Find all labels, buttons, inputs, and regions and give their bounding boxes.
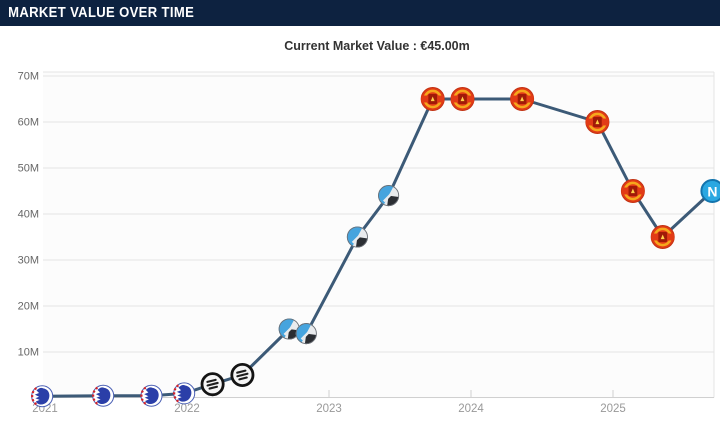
fc-copenhagen-badge[interactable] bbox=[140, 384, 163, 407]
y-axis-label: 70M bbox=[18, 71, 39, 83]
atalanta-badge[interactable] bbox=[292, 319, 317, 345]
man-united-badge[interactable] bbox=[450, 87, 475, 111]
x-axis-label: 2024 bbox=[458, 403, 484, 415]
x-axis-label: 2023 bbox=[316, 403, 342, 415]
sturm-graz-badge[interactable] bbox=[230, 362, 255, 388]
plot-area bbox=[43, 72, 714, 399]
current-market-value-label: Current Market Value : €45.00m bbox=[284, 39, 470, 53]
fc-copenhagen-badge[interactable] bbox=[31, 385, 54, 408]
fc-copenhagen-badge[interactable] bbox=[173, 382, 196, 405]
man-united-badge[interactable] bbox=[620, 179, 645, 203]
man-united-badge[interactable] bbox=[420, 87, 445, 111]
widget-title: MARKET VALUE OVER TIME bbox=[8, 5, 195, 21]
fc-copenhagen-badge[interactable] bbox=[92, 384, 115, 407]
atalanta-badge[interactable] bbox=[343, 223, 368, 249]
y-axis-label: 20M bbox=[18, 301, 39, 313]
man-united-badge[interactable] bbox=[650, 225, 675, 249]
man-united-badge[interactable] bbox=[585, 110, 610, 134]
atalanta-badge[interactable] bbox=[374, 181, 400, 207]
man-united-badge[interactable] bbox=[510, 87, 535, 111]
y-axis-label: 50M bbox=[18, 163, 39, 175]
y-axis-label: 30M bbox=[18, 255, 39, 267]
svg-text:N: N bbox=[707, 184, 717, 200]
x-axis-label: 2025 bbox=[600, 403, 626, 415]
y-axis-label: 10M bbox=[18, 347, 39, 359]
widget-header: MARKET VALUE OVER TIME bbox=[0, 0, 720, 26]
y-axis-label: 40M bbox=[18, 209, 39, 221]
sturm-graz-badge[interactable] bbox=[200, 372, 225, 397]
x-axis-label: 2022 bbox=[174, 403, 200, 415]
napoli-badge[interactable]: N bbox=[700, 179, 720, 203]
y-axis-label: 60M bbox=[18, 117, 39, 129]
